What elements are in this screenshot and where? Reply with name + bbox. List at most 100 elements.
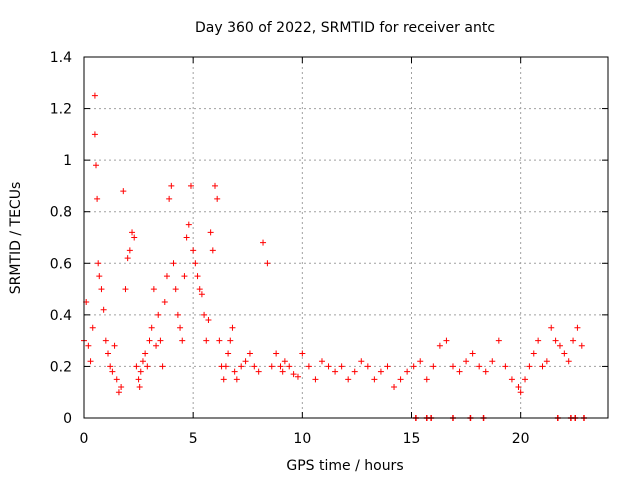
data-point — [561, 350, 568, 357]
data-point — [129, 229, 136, 236]
data-point — [172, 286, 179, 293]
data-point — [87, 358, 94, 365]
data-point — [246, 350, 253, 357]
data-point — [124, 255, 131, 262]
data-point — [209, 247, 216, 254]
x-tick-label: 5 — [189, 431, 198, 447]
data-point — [109, 368, 116, 375]
data-point — [281, 358, 288, 365]
data-point — [526, 363, 533, 370]
x-axis-title: GPS time / hours — [286, 458, 403, 474]
data-point — [177, 324, 184, 331]
data-point — [268, 363, 275, 370]
data-point — [198, 291, 205, 298]
y-tick-label: 1.4 — [50, 50, 72, 66]
data-point — [225, 350, 232, 357]
data-point — [377, 368, 384, 375]
y-tick-label: 0.8 — [50, 205, 72, 221]
data-points — [81, 92, 587, 421]
data-point — [95, 260, 102, 267]
data-point — [222, 363, 229, 370]
data-point — [93, 162, 100, 169]
data-point — [449, 363, 456, 370]
data-point — [469, 350, 476, 357]
data-point — [299, 350, 306, 357]
data-point — [277, 363, 284, 370]
data-point — [436, 342, 443, 349]
data-point — [139, 358, 146, 365]
y-tick-label: 1 — [63, 153, 72, 169]
data-point — [179, 337, 186, 344]
data-point — [238, 363, 245, 370]
data-point — [100, 306, 107, 313]
x-tick-label: 10 — [293, 431, 311, 447]
data-point — [384, 363, 391, 370]
data-point — [338, 363, 345, 370]
data-point — [115, 389, 122, 396]
data-point — [227, 337, 234, 344]
data-point — [391, 384, 398, 391]
axis-ticks: 0 0.2 0.4 0.6 0.8 1 1.2 1.4 0 5 10 15 20 — [50, 50, 608, 447]
data-point — [135, 376, 142, 383]
data-point — [556, 342, 563, 349]
data-point — [142, 350, 149, 357]
data-point — [185, 221, 192, 228]
data-point — [255, 368, 262, 375]
data-point — [201, 311, 208, 318]
data-point — [443, 337, 450, 344]
data-point — [166, 195, 173, 202]
data-point — [570, 337, 577, 344]
data-point — [89, 324, 96, 331]
chart-title: Day 360 of 2022, SRMTID for receiver ant… — [195, 20, 495, 36]
data-point — [98, 286, 105, 293]
data-point — [96, 273, 103, 280]
data-point — [187, 182, 194, 189]
data-point — [482, 368, 489, 375]
data-point — [578, 342, 585, 349]
data-point — [153, 342, 160, 349]
data-point — [318, 358, 325, 365]
data-point — [192, 260, 199, 267]
data-point — [214, 195, 221, 202]
data-point — [157, 337, 164, 344]
data-point — [294, 373, 301, 380]
grid — [84, 57, 608, 418]
data-point — [148, 324, 155, 331]
data-point — [133, 363, 140, 370]
data-point — [136, 384, 143, 391]
data-point — [312, 376, 319, 383]
data-point — [502, 363, 509, 370]
data-point — [279, 368, 286, 375]
data-point — [517, 389, 524, 396]
data-point — [351, 368, 358, 375]
data-point — [397, 376, 404, 383]
data-point — [264, 260, 271, 267]
data-point — [489, 358, 496, 365]
data-point — [286, 363, 293, 370]
data-point — [535, 337, 542, 344]
data-point — [231, 368, 238, 375]
data-point — [423, 376, 430, 383]
data-point — [174, 311, 181, 318]
data-point — [111, 342, 118, 349]
data-point — [530, 350, 537, 357]
data-point — [212, 182, 218, 189]
data-point — [548, 324, 555, 331]
data-point — [170, 260, 177, 267]
data-point — [137, 368, 144, 375]
data-point — [417, 358, 424, 365]
data-point — [91, 131, 98, 138]
data-point — [220, 376, 227, 383]
data-point — [552, 337, 559, 344]
data-point — [543, 358, 550, 365]
data-point — [305, 363, 312, 370]
data-point — [183, 234, 190, 241]
data-point — [194, 273, 201, 280]
data-point — [345, 376, 352, 383]
data-point — [159, 363, 166, 370]
data-point — [233, 376, 240, 383]
plot-frame — [83, 56, 609, 419]
y-tick-label: 0 — [63, 411, 72, 427]
data-point — [196, 286, 203, 293]
